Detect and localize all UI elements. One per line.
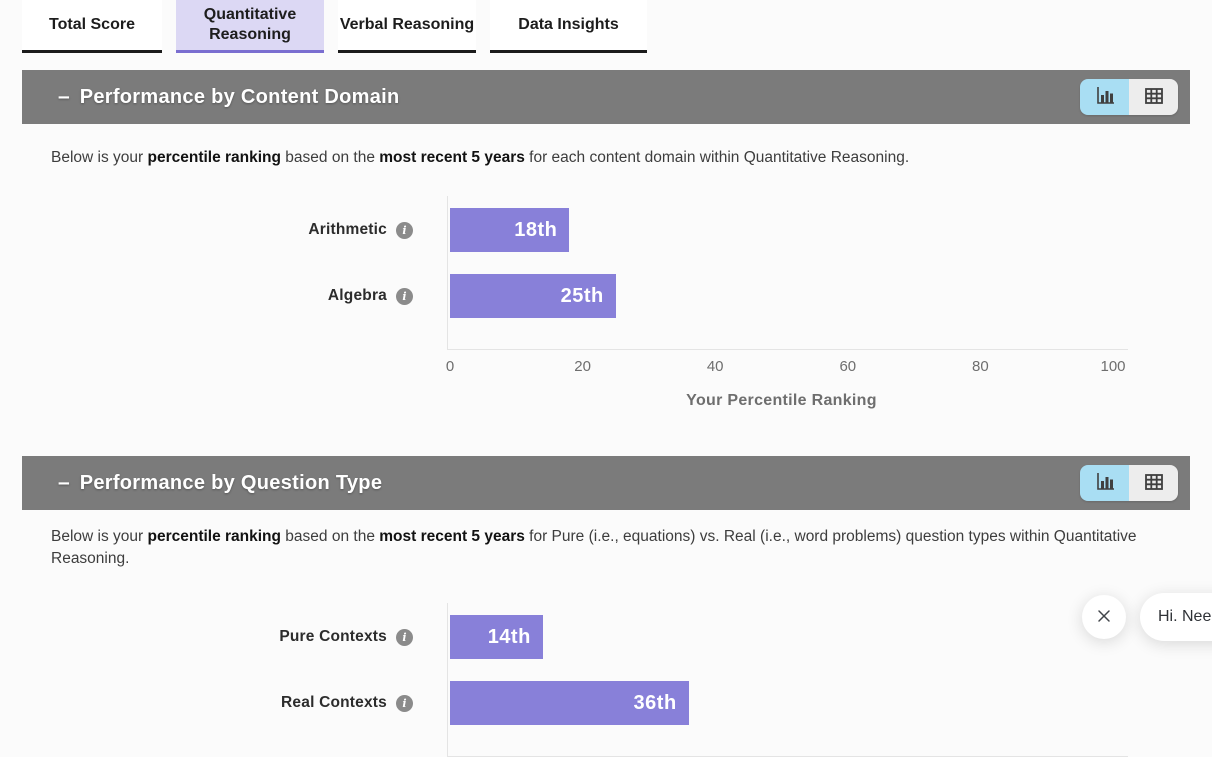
bar-chart-view-button[interactable] — [1080, 79, 1129, 115]
chat-close-button[interactable] — [1082, 595, 1126, 639]
category-label: Pure Contexts — [279, 628, 387, 645]
chart-plot-area: Pure Contexts i 14th Real Contexts i 36th — [51, 603, 1212, 756]
bar-value-label: 14th — [487, 625, 531, 648]
content-domain-chart: Arithmetic i 18th Algebra i 25th 0 20 40 60 80 100… — [51, 196, 1212, 410]
section-title-wrap: – Performance by Question Type — [58, 471, 382, 495]
chart-row: Algebra i 25th — [51, 274, 1212, 318]
section-title: Performance by Content Domain — [79, 86, 400, 108]
chart-row-label: Algebra i — [51, 287, 447, 305]
x-tick-label: 0 — [445, 358, 455, 375]
chart-row-label: Real Contexts i — [51, 694, 447, 712]
chart-row: Real Contexts i 36th — [51, 681, 1212, 725]
close-icon — [1095, 607, 1113, 628]
y-axis-line — [447, 603, 448, 756]
table-view-button[interactable] — [1129, 465, 1178, 501]
bar-chart-icon — [1094, 85, 1116, 110]
section-performance-by-content-domain: – Performance by Content Domain Below is… — [0, 70, 1212, 410]
category-label: Arithmetic — [308, 221, 387, 238]
tab-quantitative-reasoning[interactable]: Quantitative Reasoning — [176, 0, 324, 53]
tab-label: Quantitative Reasoning — [203, 6, 297, 43]
chart-row-label: Pure Contexts i — [51, 628, 447, 646]
question-type-chart: Pure Contexts i 14th Real Contexts i 36th — [51, 603, 1212, 757]
percentile-bar: 18th — [450, 208, 570, 252]
chat-message-pill[interactable]: Hi. Nee — [1140, 593, 1212, 641]
table-icon — [1143, 85, 1165, 110]
view-toggle — [1080, 79, 1178, 115]
x-tick-label: 20 — [574, 358, 591, 375]
chart-row: Arithmetic i 18th — [51, 208, 1212, 252]
table-view-button[interactable] — [1129, 79, 1178, 115]
section-performance-by-question-type: – Performance by Question Type Below is … — [0, 456, 1212, 757]
tab-bar: Total Score Quantitative Reasoning Verbal … — [0, 0, 1212, 53]
bar-value-label: 25th — [560, 284, 604, 307]
collapse-icon[interactable]: – — [58, 85, 70, 108]
chat-message-text: Hi. Nee — [1158, 608, 1212, 625]
bar-chart-view-button[interactable] — [1080, 465, 1129, 501]
percentile-bar: 25th — [450, 274, 616, 318]
chart-row-label: Arithmetic i — [51, 221, 447, 239]
table-icon — [1143, 471, 1165, 496]
tab-total-score[interactable]: Total Score — [22, 0, 162, 53]
category-label: Real Contexts — [281, 694, 387, 711]
chart-row: Pure Contexts i 14th — [51, 615, 1212, 659]
tab-label: Data Insights — [518, 16, 619, 33]
x-axis-label: Your Percentile Ranking — [686, 392, 877, 409]
section-header-question-type[interactable]: – Performance by Question Type — [22, 456, 1190, 510]
bar-value-label: 18th — [514, 218, 558, 241]
tab-data-insights[interactable]: Data Insights — [490, 0, 647, 53]
tab-label: Verbal Reasoning — [339, 16, 475, 33]
info-icon[interactable]: i — [396, 221, 413, 239]
bar-value-label: 36th — [633, 691, 677, 714]
tab-label: Total Score — [49, 16, 135, 33]
x-axis-line — [447, 349, 1128, 350]
section-description: Below is your percentile ranking based o… — [51, 149, 910, 166]
x-axis-ticks: 0 20 40 60 80 100 — [51, 358, 1212, 376]
chart-plot-area: Arithmetic i 18th Algebra i 25th — [51, 196, 1212, 349]
info-icon[interactable]: i — [396, 694, 413, 712]
x-tick-label: 100 — [1100, 358, 1126, 375]
bar-chart-icon — [1094, 471, 1116, 496]
view-toggle — [1080, 465, 1178, 501]
y-axis-line — [447, 196, 448, 349]
section-title: Performance by Question Type — [79, 472, 383, 494]
section-title-wrap: – Performance by Content Domain — [58, 85, 400, 109]
x-tick-label: 80 — [972, 358, 989, 375]
x-tick-label: 40 — [706, 358, 724, 375]
info-icon[interactable]: i — [396, 287, 413, 305]
info-icon[interactable]: i — [396, 628, 413, 646]
collapse-icon[interactable]: – — [58, 471, 70, 494]
percentile-bar: 14th — [450, 615, 543, 659]
x-tick-label: 60 — [839, 358, 857, 375]
category-label: Algebra — [327, 287, 387, 304]
tab-verbal-reasoning[interactable]: Verbal Reasoning — [338, 0, 476, 53]
section-header-content-domain[interactable]: – Performance by Content Domain — [22, 70, 1190, 124]
percentile-bar: 36th — [450, 681, 689, 725]
section-description: Below is your percentile ranking based o… — [51, 528, 1137, 567]
